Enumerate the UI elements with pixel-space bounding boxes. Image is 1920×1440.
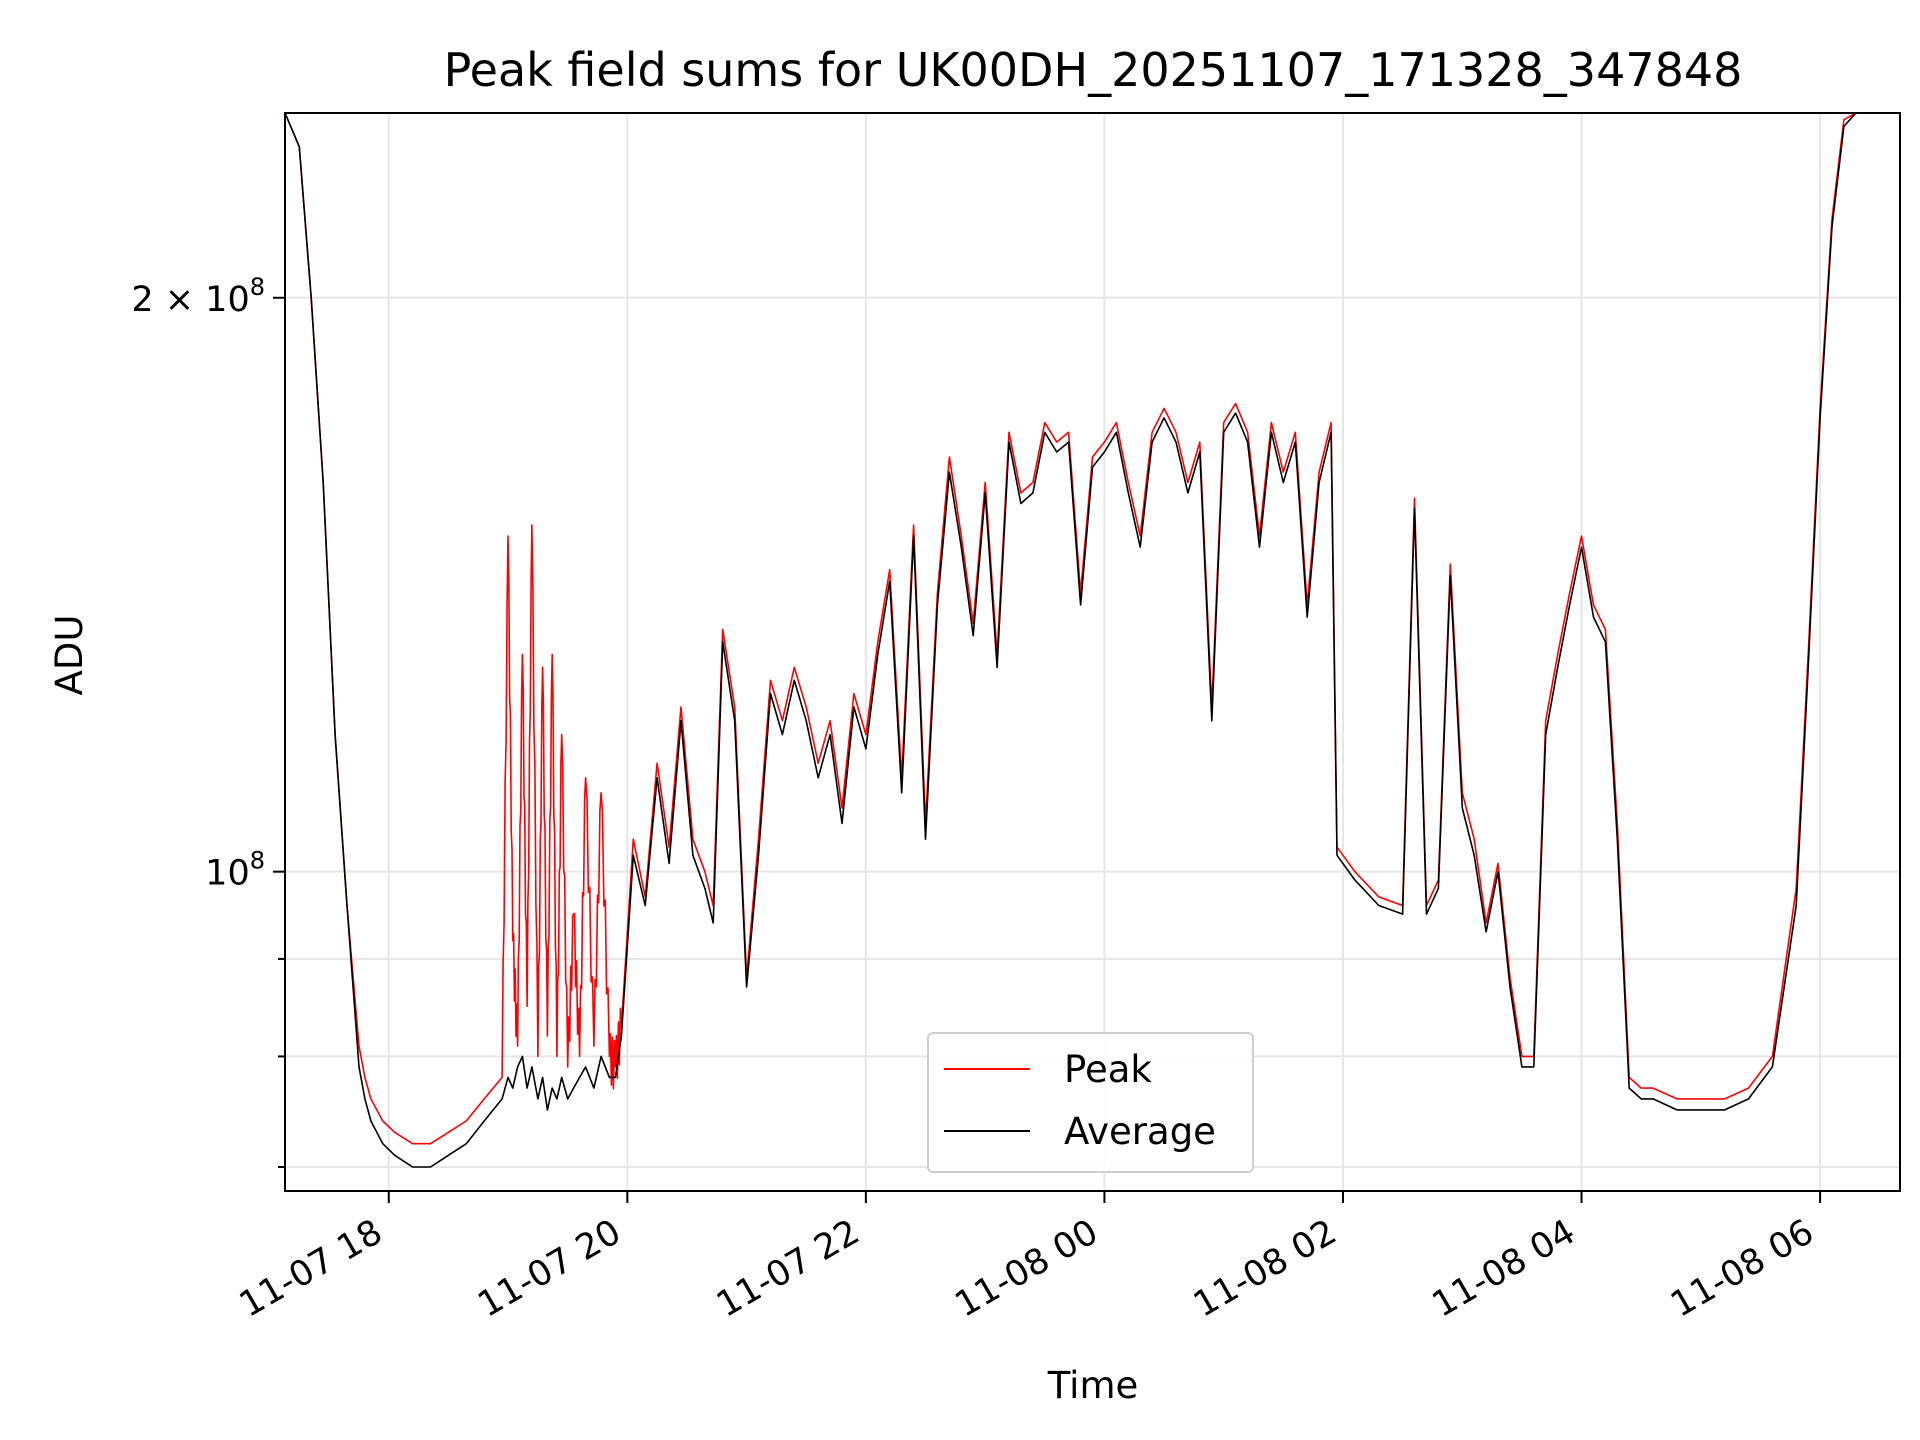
legend-box — [927, 1032, 1254, 1173]
y-axis-label: ADU — [48, 615, 91, 696]
y-tick-label: 2 × 108 — [131, 273, 265, 320]
grid — [285, 113, 1900, 1191]
series-line-peak — [285, 113, 1857, 1145]
x-axis-label: Time — [1047, 1364, 1139, 1407]
legend-peak-label: Peak — [1064, 1048, 1152, 1091]
plot-area — [285, 113, 1857, 1168]
y-tick-label: 108 — [205, 847, 265, 894]
legend: Peak Average — [927, 1032, 1254, 1173]
plot-frame — [284, 112, 1901, 1192]
series-line-average — [285, 113, 1857, 1168]
legend-average-label: Average — [1064, 1110, 1216, 1153]
chart-title: Peak field sums for UK00DH_20251107_1713… — [444, 43, 1743, 97]
series-group — [285, 113, 1857, 1168]
